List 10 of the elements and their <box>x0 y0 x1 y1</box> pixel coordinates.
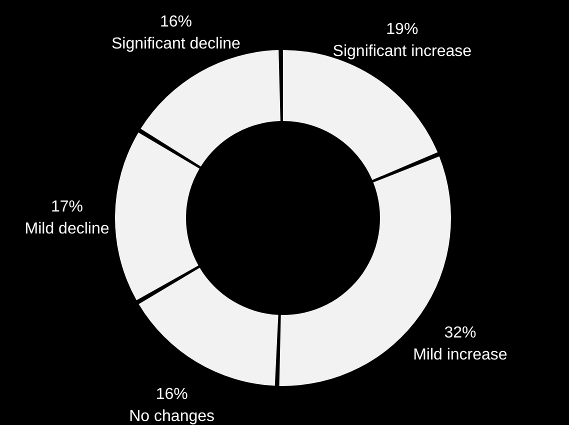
slice-label: No changes <box>129 408 215 425</box>
slice-label: Mild increase <box>413 346 508 364</box>
slice-label: Significant increase <box>332 42 472 60</box>
data-label: 17% <box>51 198 84 216</box>
data-label: 16% <box>156 386 188 404</box>
data-label: 32% <box>444 324 476 342</box>
slice-label: Significant decline <box>111 35 241 52</box>
slice-label: Mild decline <box>24 220 110 238</box>
data-label: 19% <box>386 20 418 38</box>
data-label: 16% <box>160 13 192 30</box>
